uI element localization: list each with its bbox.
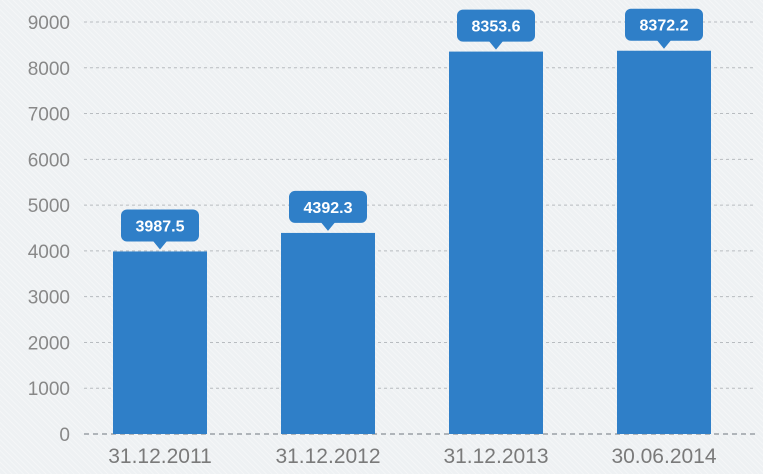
bars bbox=[113, 50, 711, 434]
data-label: 3987.5 bbox=[136, 218, 185, 235]
x-tick-label: 31.12.2011 bbox=[108, 445, 212, 468]
x-tick-label: 31.12.2012 bbox=[275, 445, 380, 468]
value-labels: 3987.5 4392.3 8353.6 8372.2 bbox=[121, 8, 703, 250]
y-tick-label: 4000 bbox=[28, 242, 70, 263]
callout-box bbox=[625, 8, 703, 41]
value-callout: 8353.6 bbox=[457, 9, 535, 50]
x-tick-label: 31.12.2013 bbox=[443, 445, 548, 468]
y-tick-label: 7000 bbox=[28, 105, 70, 126]
callout-box bbox=[121, 209, 199, 242]
callout-box bbox=[289, 190, 367, 223]
x-tick-label: 30.06.2014 bbox=[611, 445, 716, 468]
y-tick-label: 5000 bbox=[28, 196, 70, 217]
y-tick-label: 0 bbox=[59, 425, 70, 446]
callout-pointer bbox=[489, 41, 503, 50]
callout-pointer bbox=[657, 40, 671, 49]
value-callout: 3987.5 bbox=[121, 209, 199, 250]
x-axis-categories: 31.12.2011 31.12.2012 31.12.2013 30.06.2014 bbox=[108, 445, 717, 468]
y-tick-label: 2000 bbox=[28, 333, 70, 354]
y-tick-label: 1000 bbox=[28, 379, 70, 400]
callout-pointer bbox=[153, 240, 167, 250]
y-axis-ticks: 0 1000 2000 3000 4000 5000 6000 7000 8000 9000 bbox=[28, 13, 70, 446]
data-label: 4392.3 bbox=[304, 200, 353, 217]
y-tick-label: 6000 bbox=[28, 150, 70, 171]
y-tick-label: 9000 bbox=[28, 13, 70, 34]
bar bbox=[617, 50, 711, 434]
data-label: 8372.2 bbox=[640, 18, 689, 35]
bar bbox=[281, 232, 375, 434]
value-callout: 8372.2 bbox=[625, 8, 703, 49]
callout-pointer bbox=[321, 222, 335, 231]
y-tick-label: 3000 bbox=[28, 288, 70, 309]
bar bbox=[113, 251, 207, 434]
value-callout: 4392.3 bbox=[289, 190, 367, 231]
y-tick-label: 8000 bbox=[28, 59, 70, 80]
bar bbox=[449, 51, 543, 434]
callout-box bbox=[457, 9, 535, 42]
data-label: 8353.6 bbox=[472, 19, 521, 36]
